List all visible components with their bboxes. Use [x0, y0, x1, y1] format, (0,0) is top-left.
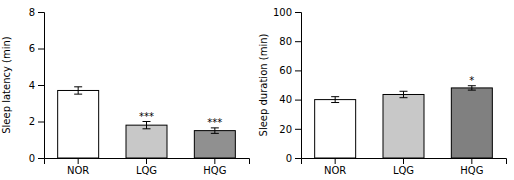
tick: 4 — [29, 80, 44, 91]
error-bar-stem — [78, 87, 79, 94]
tick: HQG — [203, 158, 226, 176]
error-bar — [400, 91, 408, 97]
error-bar-cap — [211, 133, 219, 134]
tick-label: LQG — [393, 165, 414, 176]
tick-label: HQG — [203, 165, 226, 176]
tick: 60 — [279, 65, 301, 76]
panel: 0 2 4 6 8 NOR LQG HQG Sleep latency (min) *** *** — [1, 7, 250, 176]
tick-mark — [38, 122, 44, 123]
annotation: * — [469, 75, 474, 86]
axis-title: Sleep duration (min) — [258, 33, 269, 136]
tick-mark — [146, 158, 147, 164]
error-bar — [468, 86, 476, 90]
panel: 0 20 40 60 80 100 NOR LQG HQG Sleep duration (min… — [258, 7, 507, 176]
bar — [315, 100, 356, 158]
tick: 80 — [279, 36, 301, 47]
error-bar-stem — [471, 86, 472, 90]
tick-mark — [214, 158, 215, 164]
bar — [126, 125, 167, 158]
tick-mark — [295, 12, 301, 13]
tick-mark — [295, 129, 301, 130]
tick: 20 — [279, 124, 301, 135]
tick-mark — [335, 158, 336, 164]
error-bar-cap — [331, 102, 339, 103]
error-bar — [331, 97, 339, 103]
axis-title: Sleep latency (min) — [1, 36, 12, 134]
error-bar — [211, 128, 219, 133]
error-bar-cap — [74, 86, 82, 87]
tick: 6 — [29, 43, 44, 54]
x-axis: NOR LQG HQG — [45, 158, 250, 176]
chart-canvas: 02468NORLQGHQGSleep latency (min)******0… — [0, 0, 514, 180]
tick-label: NOR — [324, 165, 346, 176]
tick-mark — [295, 158, 301, 159]
tick-mark — [295, 70, 301, 71]
tick-label: 2 — [29, 116, 35, 127]
annotation: *** — [139, 111, 154, 122]
tick: LQG — [136, 158, 157, 176]
tick-label: 6 — [29, 43, 35, 54]
tick-label: 80 — [279, 36, 292, 47]
tick-mark — [295, 100, 301, 101]
plot-area — [315, 86, 493, 158]
error-bar-cap — [74, 94, 82, 95]
tick: 0 — [286, 153, 301, 164]
plot-area — [58, 87, 236, 158]
x-axis: NOR LQG HQG — [302, 158, 507, 176]
tick-mark — [38, 49, 44, 50]
tick: 0 — [29, 153, 44, 164]
error-bar-cap — [400, 97, 408, 98]
error-bar — [74, 87, 82, 94]
tick-label: LQG — [136, 165, 157, 176]
tick-label: NOR — [67, 165, 89, 176]
tick: 2 — [29, 116, 44, 127]
tick-mark — [471, 158, 472, 164]
tick-mark — [78, 158, 79, 164]
error-bar-stem — [335, 97, 336, 103]
tick: NOR — [324, 158, 346, 176]
error-bar-stem — [403, 91, 404, 97]
tick: 40 — [279, 94, 301, 105]
axis-line — [38, 13, 45, 159]
tick-mark — [295, 41, 301, 42]
error-bar-cap — [331, 96, 339, 97]
error-bar-cap — [143, 128, 151, 129]
axis-line — [302, 159, 507, 165]
bar — [383, 94, 424, 158]
tick: LQG — [393, 158, 414, 176]
tick-mark — [38, 158, 44, 159]
y-axis: 0 2 4 6 8 — [29, 7, 45, 164]
tick-label: 100 — [273, 7, 292, 18]
tick: 100 — [273, 7, 301, 18]
tick: HQG — [460, 158, 483, 176]
tick-label: 0 — [286, 153, 292, 164]
tick-mark — [403, 158, 404, 164]
tick-label: 20 — [279, 124, 292, 135]
tick-label: 4 — [29, 80, 35, 91]
error-bar-cap — [468, 90, 476, 91]
annotation: *** — [207, 117, 222, 128]
axis-line — [295, 13, 302, 159]
tick: 8 — [29, 7, 44, 18]
bar — [58, 90, 99, 158]
error-bar — [143, 122, 151, 129]
axis-line — [45, 159, 250, 165]
bar — [194, 131, 235, 158]
tick-label: 60 — [279, 65, 292, 76]
y-axis: 0 20 40 60 80 100 — [273, 7, 302, 164]
error-bar-stem — [146, 122, 147, 129]
bar — [451, 88, 492, 158]
tick-label: 0 — [29, 153, 35, 164]
tick-mark — [38, 85, 44, 86]
error-bar-cap — [400, 91, 408, 92]
tick: NOR — [67, 158, 89, 176]
tick-label: HQG — [460, 165, 483, 176]
tick-label: 8 — [29, 7, 35, 18]
tick-mark — [38, 12, 44, 13]
error-bar-stem — [214, 128, 215, 133]
tick-label: 40 — [279, 94, 292, 105]
